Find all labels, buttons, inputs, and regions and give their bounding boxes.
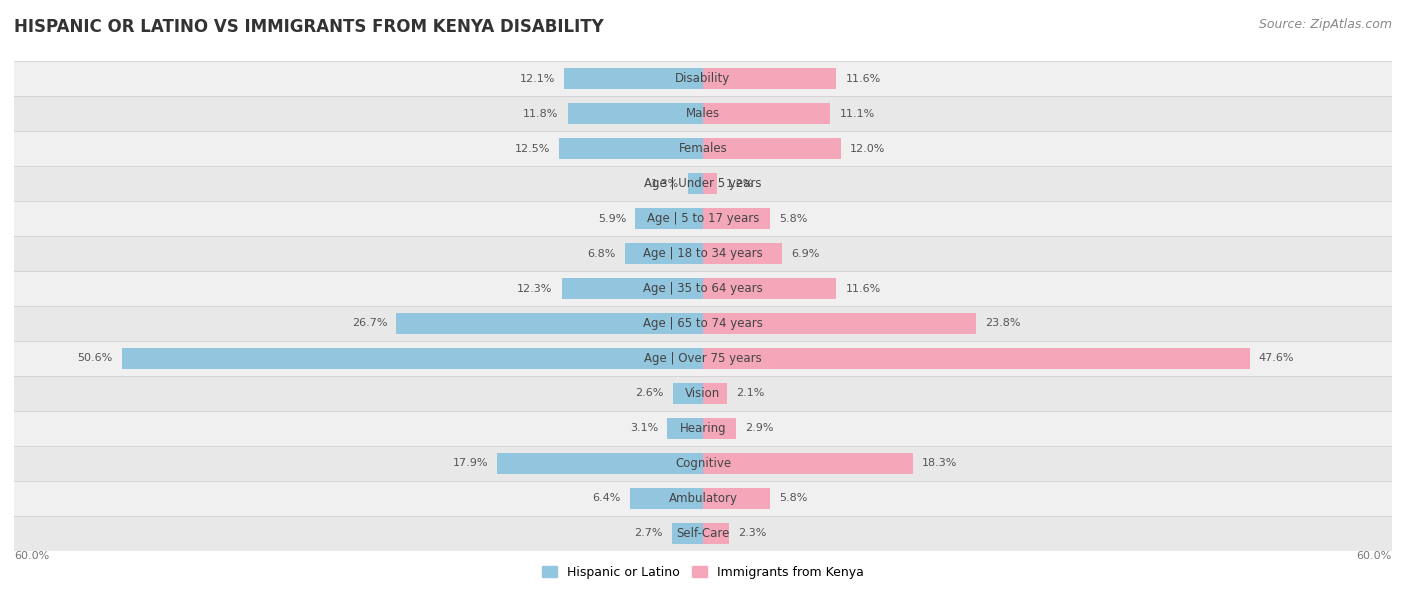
Bar <box>498 453 703 474</box>
Text: 3.1%: 3.1% <box>630 424 658 433</box>
Text: 2.1%: 2.1% <box>737 389 765 398</box>
Text: 5.9%: 5.9% <box>598 214 626 223</box>
Legend: Hispanic or Latino, Immigrants from Kenya: Hispanic or Latino, Immigrants from Keny… <box>537 561 869 584</box>
Bar <box>703 453 912 474</box>
Bar <box>703 173 717 194</box>
Bar <box>703 488 769 509</box>
Bar <box>703 278 837 299</box>
Bar <box>14 446 1392 481</box>
Bar <box>624 243 703 264</box>
Text: Vision: Vision <box>685 387 721 400</box>
Text: 12.0%: 12.0% <box>851 144 886 154</box>
Bar <box>630 488 703 509</box>
Text: 2.6%: 2.6% <box>636 389 664 398</box>
Text: 60.0%: 60.0% <box>1357 551 1392 561</box>
Bar <box>14 236 1392 271</box>
Text: 18.3%: 18.3% <box>922 458 957 468</box>
Bar <box>562 278 703 299</box>
Text: 2.9%: 2.9% <box>745 424 773 433</box>
Bar <box>14 411 1392 446</box>
Text: 1.2%: 1.2% <box>725 179 755 188</box>
Text: Self-Care: Self-Care <box>676 527 730 540</box>
Text: 47.6%: 47.6% <box>1258 354 1295 364</box>
Text: Age | 35 to 64 years: Age | 35 to 64 years <box>643 282 763 295</box>
Bar <box>672 523 703 544</box>
Text: 12.3%: 12.3% <box>517 283 553 294</box>
Text: 11.8%: 11.8% <box>523 109 558 119</box>
Text: HISPANIC OR LATINO VS IMMIGRANTS FROM KENYA DISABILITY: HISPANIC OR LATINO VS IMMIGRANTS FROM KE… <box>14 18 603 36</box>
Text: 12.1%: 12.1% <box>519 73 555 84</box>
Bar <box>703 103 831 124</box>
Bar <box>14 131 1392 166</box>
Text: Hearing: Hearing <box>679 422 727 435</box>
Text: 6.9%: 6.9% <box>792 248 820 258</box>
Text: 12.5%: 12.5% <box>515 144 550 154</box>
Text: 1.3%: 1.3% <box>651 179 679 188</box>
Bar <box>703 523 730 544</box>
Text: 11.6%: 11.6% <box>845 283 880 294</box>
Text: Disability: Disability <box>675 72 731 85</box>
Bar <box>703 313 976 334</box>
Bar <box>703 348 1250 369</box>
Bar <box>14 96 1392 131</box>
Bar <box>14 481 1392 516</box>
Text: 2.7%: 2.7% <box>634 528 662 539</box>
Bar <box>703 243 782 264</box>
Text: 60.0%: 60.0% <box>14 551 49 561</box>
Bar <box>703 68 837 89</box>
Bar <box>703 418 737 439</box>
Bar <box>703 383 727 404</box>
Text: Age | Over 75 years: Age | Over 75 years <box>644 352 762 365</box>
Text: Males: Males <box>686 107 720 120</box>
Bar <box>14 166 1392 201</box>
Text: 5.8%: 5.8% <box>779 493 807 503</box>
Bar <box>703 138 841 159</box>
Text: 6.4%: 6.4% <box>592 493 620 503</box>
Bar <box>703 208 769 229</box>
Bar <box>14 516 1392 551</box>
Text: Source: ZipAtlas.com: Source: ZipAtlas.com <box>1258 18 1392 31</box>
Text: Age | 5 to 17 years: Age | 5 to 17 years <box>647 212 759 225</box>
Bar <box>14 341 1392 376</box>
Bar <box>14 376 1392 411</box>
Bar <box>668 418 703 439</box>
Bar <box>14 61 1392 96</box>
Text: 2.3%: 2.3% <box>738 528 766 539</box>
Bar <box>688 173 703 194</box>
Text: Ambulatory: Ambulatory <box>668 492 738 505</box>
Text: 6.8%: 6.8% <box>588 248 616 258</box>
Bar <box>122 348 703 369</box>
Text: 11.1%: 11.1% <box>839 109 875 119</box>
Text: 50.6%: 50.6% <box>77 354 112 364</box>
Bar <box>14 201 1392 236</box>
Text: Cognitive: Cognitive <box>675 457 731 470</box>
Text: 11.6%: 11.6% <box>845 73 880 84</box>
Bar <box>673 383 703 404</box>
Text: Age | 65 to 74 years: Age | 65 to 74 years <box>643 317 763 330</box>
Bar <box>560 138 703 159</box>
Text: 17.9%: 17.9% <box>453 458 488 468</box>
Text: Age | Under 5 years: Age | Under 5 years <box>644 177 762 190</box>
Bar <box>568 103 703 124</box>
Text: Age | 18 to 34 years: Age | 18 to 34 years <box>643 247 763 260</box>
Bar <box>396 313 703 334</box>
Text: 26.7%: 26.7% <box>352 318 387 329</box>
Bar <box>564 68 703 89</box>
Bar <box>14 306 1392 341</box>
Bar <box>14 271 1392 306</box>
Bar <box>636 208 703 229</box>
Text: 23.8%: 23.8% <box>986 318 1021 329</box>
Text: Females: Females <box>679 142 727 155</box>
Text: 5.8%: 5.8% <box>779 214 807 223</box>
